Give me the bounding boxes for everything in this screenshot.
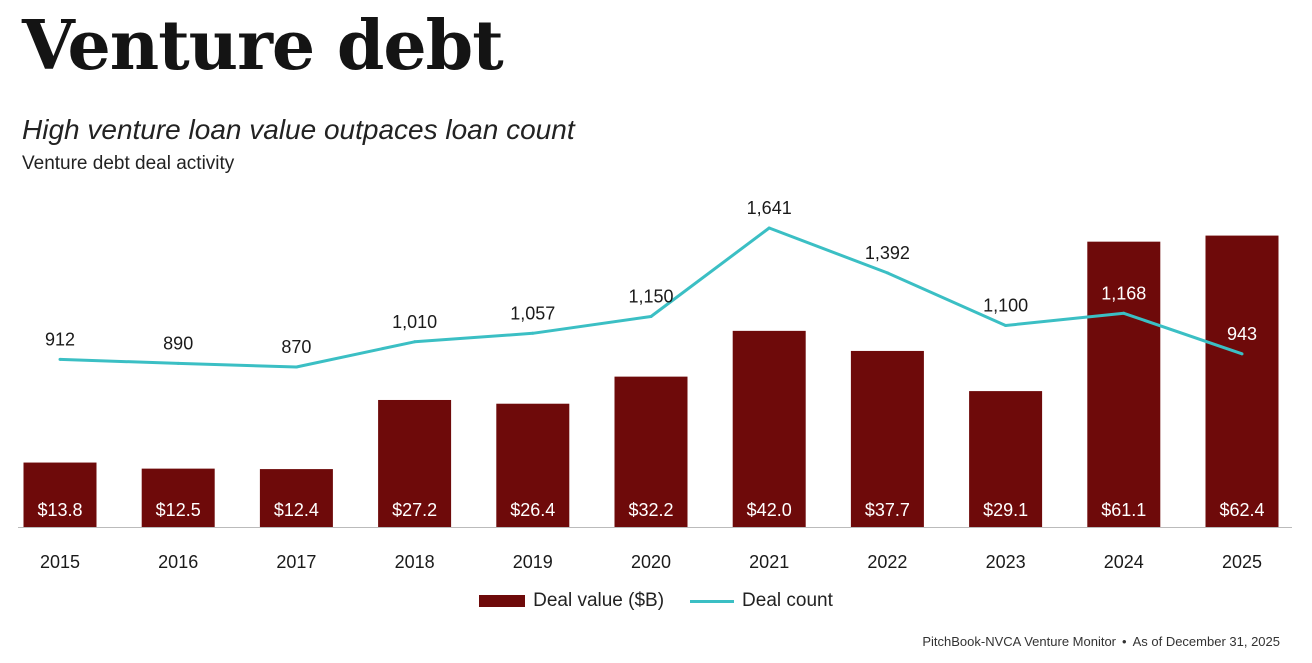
bar-2016	[141, 468, 215, 527]
source-separator: •	[1122, 634, 1127, 649]
deal-count-label-2018: 1,010	[392, 312, 437, 332]
legend-item-deal-count: Deal count	[690, 590, 833, 612]
bar-label-2018: $27.2	[392, 500, 437, 520]
deal-count-point-2020	[649, 315, 653, 319]
bar-label-2021: $42.0	[747, 500, 792, 520]
bars-layer	[23, 235, 1279, 528]
deal-count-point-2023	[1004, 324, 1008, 328]
bar-label-2022: $37.7	[865, 500, 910, 520]
deal-count-label-2015: 912	[45, 329, 75, 349]
deal-count-label-2024: 1,168	[1101, 283, 1146, 303]
deal-count-point-2024	[1122, 311, 1126, 315]
chart-subtitle: High venture loan value outpaces loan co…	[22, 114, 575, 145]
chart-caption: Venture debt deal activity	[22, 153, 235, 174]
x-tick-label-2019: 2019	[513, 552, 553, 572]
bar-label-2020: $32.2	[628, 500, 673, 520]
bar-2015	[23, 462, 97, 527]
bar-label-2024: $61.1	[1101, 500, 1146, 520]
x-tick-label-2022: 2022	[867, 552, 907, 572]
legend-swatch-deal-count	[690, 599, 735, 603]
deal-count-label-2019: 1,057	[510, 303, 555, 323]
x-tick-label-2016: 2016	[158, 552, 198, 572]
x-tick-label-2018: 2018	[395, 552, 435, 572]
deal-count-label-2020: 1,150	[628, 287, 673, 307]
bar-label-2025: $62.4	[1219, 500, 1264, 520]
bar-2020	[614, 376, 688, 527]
deal-count-label-2021: 1,641	[747, 198, 792, 218]
source-note: PitchBook-NVCA Venture Monitor • As of Dec…	[922, 634, 1280, 649]
bar-label-2017: $12.4	[274, 500, 319, 520]
bar-label-2015: $13.8	[37, 500, 82, 520]
deal-count-point-2025	[1240, 352, 1244, 356]
bar-label-2016: $12.5	[156, 500, 201, 520]
deal-count-point-2017	[294, 365, 298, 369]
deal-count-point-2022	[885, 271, 889, 275]
line-layer	[58, 226, 1244, 369]
bar-2017	[259, 469, 333, 527]
deal-count-point-2019	[531, 331, 535, 335]
deal-count-label-2016: 890	[163, 333, 193, 353]
x-tick-label-2015: 2015	[40, 552, 80, 572]
x-tick-label-2024: 2024	[1104, 552, 1144, 572]
chart-legend: Deal value ($B) Deal count	[0, 590, 1312, 612]
deal-count-label-2023: 1,100	[983, 296, 1028, 316]
bar-labels-layer: $13.8 $12.5 $12.4 $27.2 $26.4 $32.2 $42.0 $37.7…	[37, 500, 1264, 520]
bar-2024	[1087, 241, 1161, 527]
legend-label-deal-value: Deal value ($B)	[533, 590, 665, 611]
bar-label-2019: $26.4	[510, 500, 555, 520]
bar-2022	[850, 350, 924, 527]
x-axis: 2015 2016 2017 2018 2019 2020 2021 2022 2023 2024…	[18, 527, 1292, 572]
page-title: Venture debt	[22, 6, 504, 86]
bar-2025	[1205, 235, 1279, 528]
deal-count-label-2017: 870	[281, 337, 311, 357]
source-name: PitchBook-NVCA Venture Monitor	[922, 634, 1117, 649]
bar-2021	[732, 330, 806, 527]
bar-label-2023: $29.1	[983, 500, 1028, 520]
x-tick-label-2020: 2020	[631, 552, 671, 572]
x-tick-label-2021: 2021	[749, 552, 789, 572]
deal-count-label-2025: 943	[1227, 324, 1257, 344]
x-tick-label-2023: 2023	[986, 552, 1026, 572]
bar-2018	[378, 399, 452, 527]
deal-count-label-2022: 1,392	[865, 243, 910, 263]
legend-label-deal-count: Deal count	[742, 590, 833, 611]
x-tick-label-2025: 2025	[1222, 552, 1262, 572]
x-tick-label-2017: 2017	[276, 552, 316, 572]
deal-count-point-2016	[176, 361, 180, 365]
bar-2023	[969, 391, 1043, 527]
source-date: As of December 31, 2025	[1132, 634, 1280, 649]
chart-canvas: $13.8 $12.5 $12.4 $27.2 $26.4 $32.2 $42.0 $37.7…	[18, 198, 1292, 572]
deal-count-point-2021	[767, 226, 771, 230]
deal-count-point-2015	[58, 357, 62, 361]
bar-2019	[496, 403, 570, 527]
deal-count-point-2018	[413, 340, 417, 344]
legend-swatch-deal-value	[479, 595, 526, 607]
line-labels-layer: 912 890 870 1,010 1,057 1,150 1,641 1,392 1,100 1…	[45, 198, 1257, 357]
legend-item-deal-value: Deal value ($B)	[479, 590, 664, 612]
